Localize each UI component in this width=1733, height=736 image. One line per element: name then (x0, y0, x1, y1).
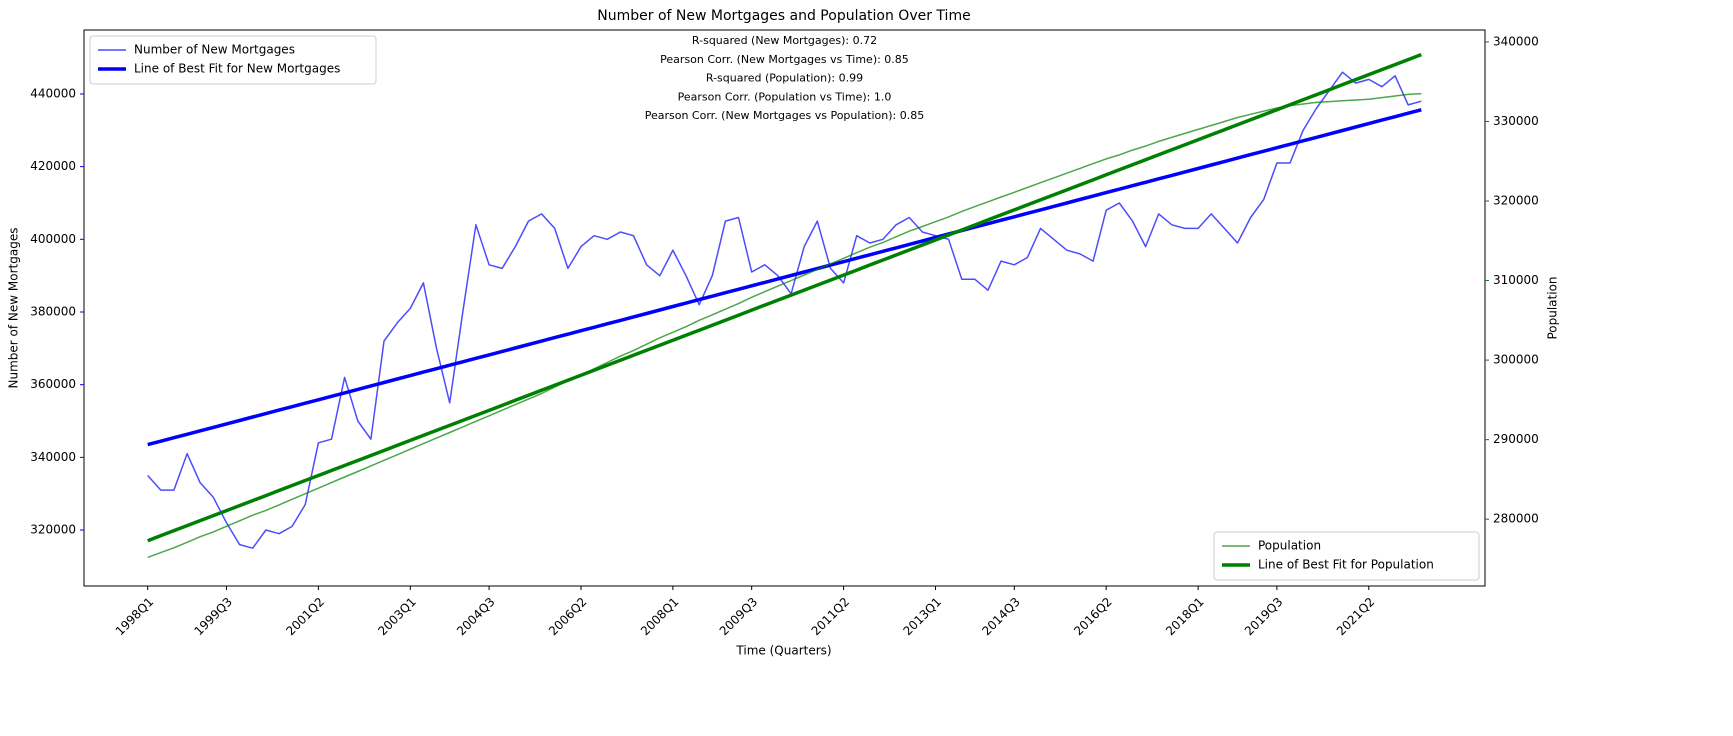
legend-label: Line of Best Fit for New Mortgages (134, 62, 340, 76)
annotation: Pearson Corr. (Population vs Time): 1.0 (678, 90, 892, 103)
series-line (147, 71, 1422, 549)
y-tick-label: 440000 (30, 86, 76, 100)
y-tick-label: 400000 (30, 232, 76, 246)
legend-box (89, 35, 377, 85)
x-tick-label: 1999Q3 (191, 595, 235, 639)
y-tick-label: 380000 (30, 304, 76, 318)
x-tick-label: 2006Q2 (546, 595, 590, 639)
x-tick-label: 2001Q2 (283, 595, 327, 639)
legend-label: Line of Best Fit for Population (1258, 558, 1434, 572)
plot-frame (83, 29, 1486, 587)
legend-box (1213, 531, 1480, 581)
y2-tick-label: 330000 (1493, 114, 1539, 128)
x-tick-label: 2011Q2 (809, 595, 853, 639)
annotation: Pearson Corr. (New Mortgages vs Time): 0… (660, 53, 909, 66)
annotation: R-squared (Population): 0.99 (706, 72, 863, 85)
y2-axis-title: Population (1546, 276, 1560, 339)
x-tick-label: 2019Q3 (1242, 595, 1286, 639)
x-axis-title: Time (Quarters) (735, 644, 831, 658)
x-tick-label: 2014Q3 (979, 595, 1023, 639)
legend-label: Number of New Mortgages (134, 43, 295, 57)
y-tick-label: 420000 (30, 159, 76, 173)
x-tick-label: 1998Q1 (113, 595, 157, 639)
series-line (147, 52, 1422, 543)
x-tick-label: 2004Q3 (454, 595, 498, 639)
series-line (147, 92, 1422, 559)
x-tick-label: 2013Q1 (901, 595, 945, 639)
annotation: R-squared (New Mortgages): 0.72 (692, 34, 877, 47)
x-tick-label: 2016Q2 (1071, 595, 1115, 639)
legend-label: Population (1258, 539, 1321, 553)
y2-tick-label: 340000 (1493, 34, 1539, 48)
y2-tick-label: 290000 (1493, 432, 1539, 446)
y2-tick-label: 300000 (1493, 353, 1539, 367)
series-line (147, 108, 1422, 447)
y2-tick-label: 310000 (1493, 273, 1539, 287)
x-tick-label: 2009Q3 (717, 595, 761, 639)
x-tick-label: 2021Q2 (1334, 595, 1378, 639)
x-tick-label: 2008Q1 (638, 595, 682, 639)
y2-tick-label: 320000 (1493, 194, 1539, 208)
y-tick-label: 340000 (30, 450, 76, 464)
annotation: Pearson Corr. (New Mortgages vs Populati… (645, 109, 925, 122)
y-tick-label: 360000 (30, 377, 76, 391)
y2-tick-label: 280000 (1493, 512, 1539, 526)
chart-title: Number of New Mortgages and Population O… (597, 8, 970, 24)
x-tick-label: 2018Q1 (1163, 595, 1207, 639)
y-axis-title: Number of New Mortgages (7, 228, 21, 389)
x-tick-label: 2003Q1 (375, 595, 419, 639)
y-tick-label: 320000 (30, 523, 76, 537)
